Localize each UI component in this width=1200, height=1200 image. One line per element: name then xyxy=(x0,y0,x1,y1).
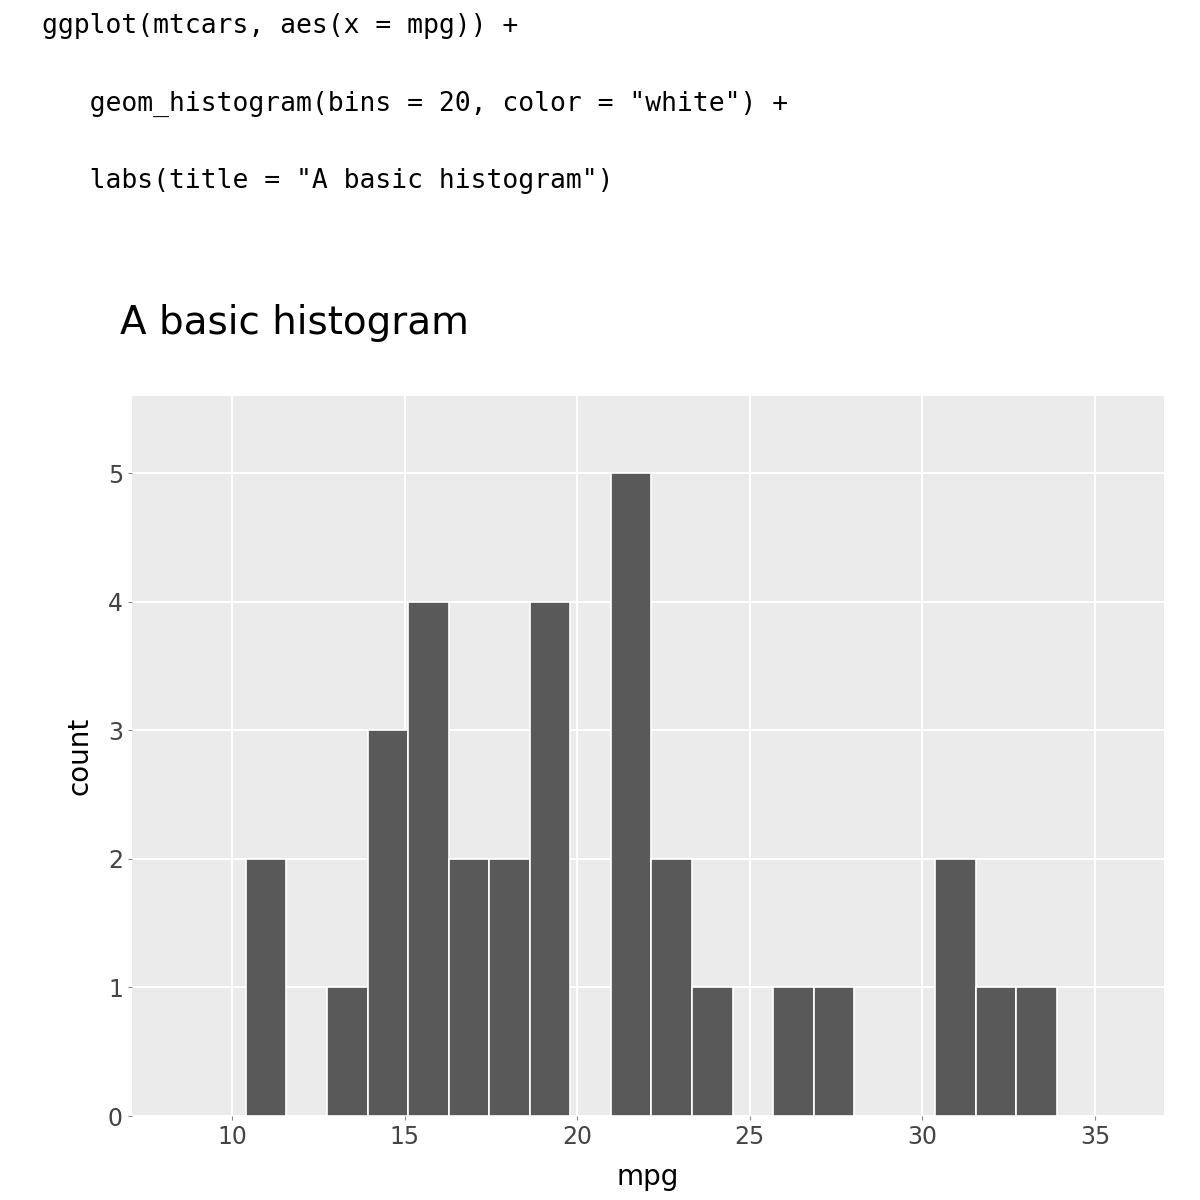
Bar xyxy=(814,988,854,1116)
Bar xyxy=(246,859,287,1116)
Bar xyxy=(449,859,490,1116)
Bar xyxy=(367,731,408,1116)
Text: ggplot(mtcars, aes(x = mpg)) +: ggplot(mtcars, aes(x = mpg)) + xyxy=(42,13,518,38)
Bar xyxy=(1016,988,1057,1116)
Bar xyxy=(328,988,367,1116)
Bar xyxy=(529,601,570,1116)
Bar xyxy=(935,859,976,1116)
Text: A basic histogram: A basic histogram xyxy=(120,304,469,342)
Bar xyxy=(611,473,652,1116)
Bar xyxy=(408,601,449,1116)
Text: labs(title = "A basic histogram"): labs(title = "A basic histogram") xyxy=(42,168,613,194)
X-axis label: mpg: mpg xyxy=(617,1163,679,1190)
Bar xyxy=(692,988,732,1116)
Bar xyxy=(652,859,692,1116)
Y-axis label: count: count xyxy=(66,716,94,796)
Text: geom_histogram(bins = 20, color = "white") +: geom_histogram(bins = 20, color = "white… xyxy=(42,91,788,116)
Bar xyxy=(976,988,1016,1116)
Bar xyxy=(773,988,814,1116)
Bar xyxy=(490,859,529,1116)
